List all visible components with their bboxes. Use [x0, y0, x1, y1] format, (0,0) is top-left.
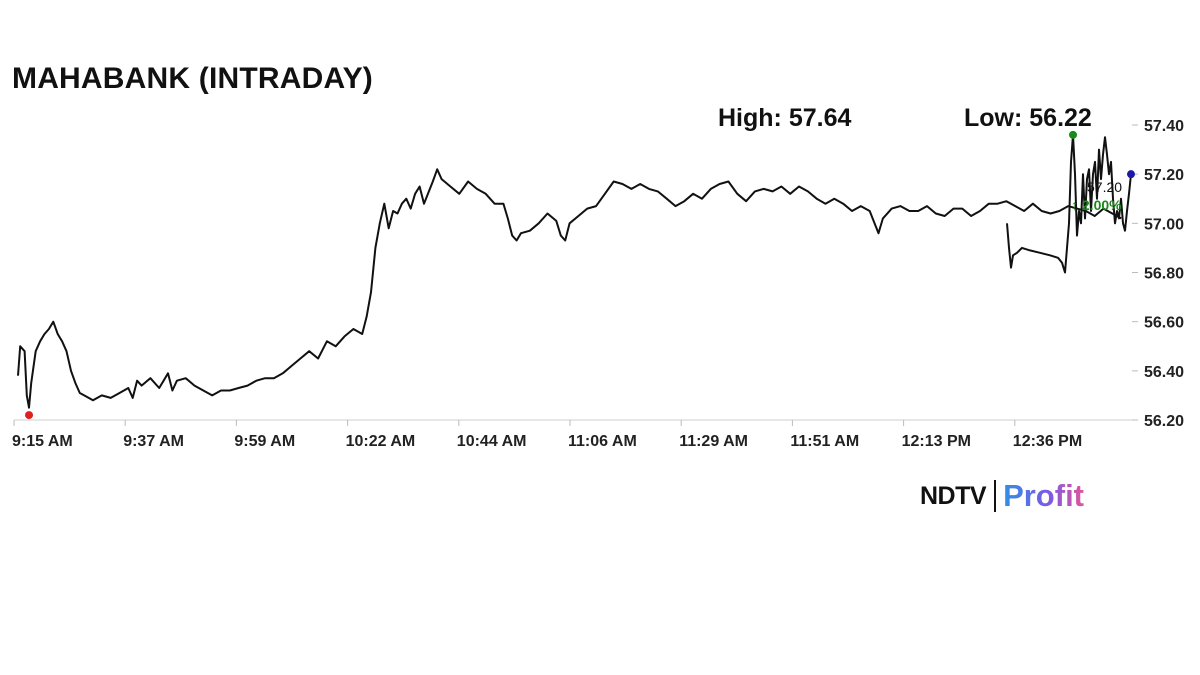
- x-tick-label: 11:51 AM: [790, 433, 859, 450]
- price-line-tail: [1006, 133, 1132, 274]
- y-tick-label: 57.20: [1144, 167, 1184, 184]
- y-tick-label: 56.40: [1144, 364, 1184, 381]
- x-tick-label: 9:37 AM: [123, 433, 184, 450]
- change-percent-label: ↑ 2.00%: [1071, 197, 1122, 213]
- x-tick-label: 9:59 AM: [234, 433, 295, 450]
- logo-divider: [994, 480, 997, 512]
- last-price-marker: [1127, 170, 1135, 179]
- x-tick-label: 12:36 PM: [1013, 433, 1082, 450]
- x-tick-label: 10:44 AM: [457, 433, 527, 450]
- ndtv-profit-logo: NDTV Profit: [920, 478, 1084, 514]
- low-marker: [25, 411, 34, 420]
- x-tick-label: 10:22 AM: [346, 433, 416, 450]
- y-tick-label: 56.60: [1144, 315, 1184, 332]
- y-axis-ticks: 56.20 56.40 56.60 56.80 57.00 57.20 57.40: [1132, 118, 1184, 430]
- y-tick-label: 56.20: [1144, 413, 1184, 430]
- low-label: Low: 56.22: [964, 104, 1092, 132]
- y-tick-label: 57.40: [1144, 118, 1184, 135]
- x-tick-label: 11:06 AM: [568, 433, 637, 450]
- logo-profit-text: Profit: [1003, 478, 1084, 513]
- chart-title: MAHABANK (INTRADAY): [12, 62, 374, 95]
- x-tick-label: 11:29 AM: [679, 433, 748, 450]
- high-label: High: 57.64: [718, 104, 851, 132]
- x-tick-label: 9:15 AM: [12, 433, 73, 450]
- x-tick-label: 12:13 PM: [902, 433, 971, 450]
- price-line: [17, 168, 1122, 409]
- logo-ndtv-text: NDTV: [920, 481, 987, 510]
- x-axis-ticks: 9:15 AM 9:37 AM 9:59 AM 10:22 AM 10:44 AM 11:…: [12, 420, 1082, 450]
- y-tick-label: 57.00: [1144, 216, 1184, 233]
- high-marker: [1069, 130, 1077, 139]
- y-tick-label: 56.80: [1144, 266, 1184, 283]
- last-price-label: 57.20: [1087, 179, 1122, 195]
